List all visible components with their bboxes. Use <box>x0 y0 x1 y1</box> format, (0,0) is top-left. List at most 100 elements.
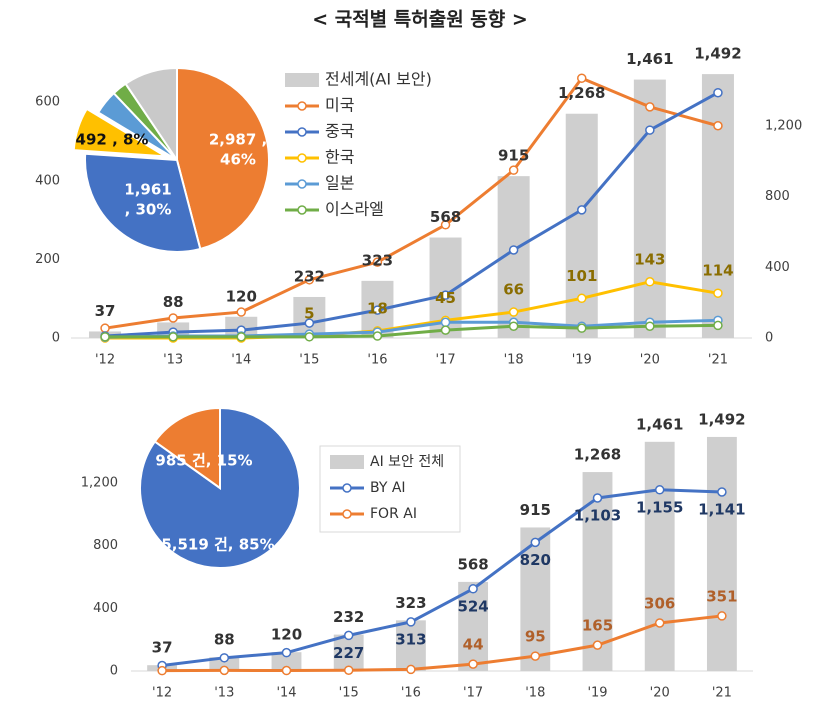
point <box>645 125 655 135</box>
point <box>304 275 315 285</box>
value-label: 1,268 <box>558 84 605 102</box>
bar <box>633 79 666 338</box>
bar <box>333 634 364 671</box>
value-label: 568 <box>457 555 488 573</box>
x-tick-label: '15 <box>339 686 359 701</box>
legend-marker <box>297 127 307 137</box>
pie-label: 492 , 8% <box>76 131 149 149</box>
legend-label: 한국 <box>325 148 354 167</box>
point <box>343 630 354 641</box>
point <box>372 305 383 315</box>
point <box>343 665 354 675</box>
value-label: 18 <box>367 299 388 317</box>
bar <box>458 581 489 671</box>
point <box>592 640 603 650</box>
value-label: 88 <box>163 293 184 311</box>
value-label: 323 <box>395 594 426 612</box>
x-tick-label: '12 <box>152 686 172 701</box>
value-label: 66 <box>503 281 524 299</box>
line <box>105 323 718 339</box>
point <box>713 288 723 298</box>
value-label: 95 <box>525 628 546 646</box>
bar <box>706 436 737 671</box>
point <box>100 332 110 342</box>
legend-label: AI 보안 전체 <box>370 454 444 470</box>
y2-tick-label: 800 <box>765 189 790 204</box>
legend-marker <box>297 153 307 163</box>
value-label: 227 <box>333 644 364 662</box>
bar <box>209 657 240 671</box>
pie-slice <box>176 66 270 251</box>
bar <box>271 652 302 671</box>
value-label: 313 <box>395 630 426 648</box>
legend-marker <box>342 483 352 493</box>
pie-slice <box>72 107 167 158</box>
legend-marker <box>342 509 352 519</box>
point <box>157 665 167 676</box>
point <box>440 290 451 300</box>
y2-tick-label: 0 <box>765 331 773 346</box>
point <box>440 317 451 328</box>
point <box>530 537 541 548</box>
point <box>645 277 655 287</box>
value-label: 1,492 <box>694 45 741 63</box>
x-tick-label: '20 <box>640 353 660 368</box>
value-label: 1,155 <box>636 498 683 516</box>
pie-slice <box>84 152 202 253</box>
legend-label: 일본 <box>325 174 354 193</box>
value-label: 88 <box>214 631 235 649</box>
bar <box>644 441 675 671</box>
x-tick-label: '19 <box>572 353 592 368</box>
point <box>577 323 587 333</box>
pie-chart: 5,519 건, 85% 985 건, 15% <box>139 406 301 569</box>
point <box>100 323 110 333</box>
legend-label: FOR AI <box>370 506 417 522</box>
legend-label: BY AI <box>370 480 406 496</box>
x-tick-label: '18 <box>504 353 524 368</box>
point <box>577 73 587 83</box>
point <box>508 321 519 331</box>
pie-label: 2,987 , <box>209 131 267 149</box>
point <box>372 331 383 341</box>
value-label: 568 <box>430 208 461 226</box>
x-tick-label: '15 <box>299 353 319 368</box>
x-tick-label: '13 <box>163 353 183 368</box>
value-label: 165 <box>582 617 613 635</box>
point <box>717 487 727 497</box>
value-label: 44 <box>463 636 484 654</box>
pie-label: 1,961 <box>124 181 171 199</box>
legend-label: 이스라엘 <box>325 200 384 219</box>
x-tick-label: '20 <box>650 686 670 701</box>
value-label: 45 <box>435 289 456 307</box>
legend-label: 전세계(AI 보안) <box>325 70 432 89</box>
x-tick-label: '18 <box>525 686 545 701</box>
legend-label: 중국 <box>325 122 354 141</box>
point <box>406 664 416 675</box>
point <box>713 320 723 331</box>
point <box>577 293 587 304</box>
point <box>645 321 655 331</box>
x-tick-label: '14 <box>231 353 251 368</box>
line <box>105 280 719 340</box>
combo-chart: 0 400 800 1,200 '12 '13 '14 '15 '16 '17 '18 '19 '20 '… <box>81 410 753 701</box>
point <box>530 651 541 661</box>
point <box>168 313 178 323</box>
point <box>236 332 246 342</box>
value-label: 1,492 <box>698 410 745 428</box>
point <box>281 647 292 658</box>
value-label: 1,461 <box>636 415 683 433</box>
value-label: 5 <box>304 305 314 323</box>
value-label: 351 <box>706 587 737 605</box>
line <box>105 318 718 339</box>
x-tick-label: '21 <box>708 353 728 368</box>
x-tick-label: '21 <box>712 686 732 701</box>
point <box>219 665 230 676</box>
line <box>161 488 722 667</box>
legend-swatch <box>330 455 364 469</box>
point <box>592 493 603 503</box>
page-title: < 국적별 특허출원 동향 > <box>312 9 528 31</box>
y-tick-label: 0 <box>110 664 118 679</box>
value-label: 114 <box>702 262 733 280</box>
pie-label: , 30% <box>125 201 172 219</box>
legend-marker <box>297 205 307 215</box>
